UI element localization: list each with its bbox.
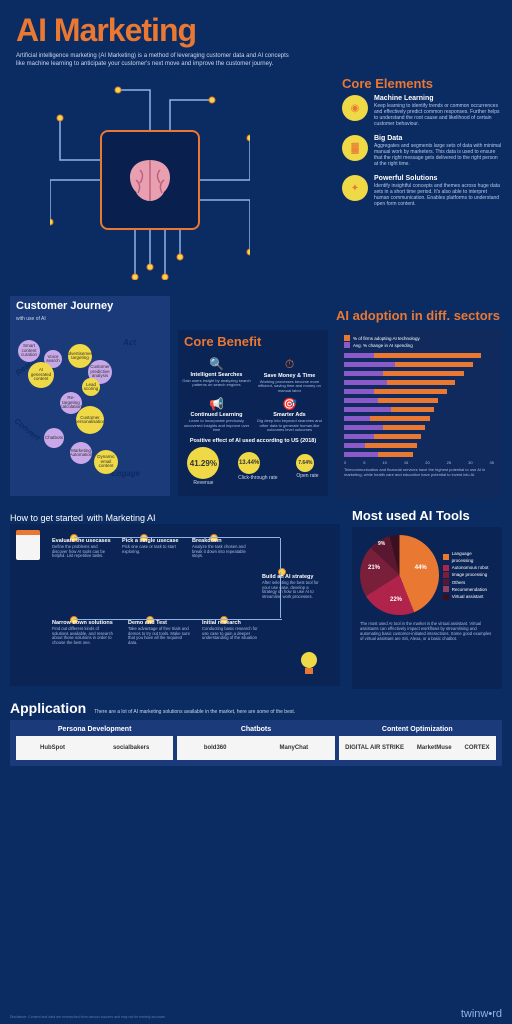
chip-diagram [50,80,250,280]
bar-row [344,361,494,368]
cj-stage-act: Act [123,338,136,347]
stat-circle: 41.29%Revenue [187,447,219,486]
cb-icon: 📢 [182,397,251,411]
howto-step: Narrow down solutionsFind out different … [52,620,114,645]
app-logos: HubSpotsocialbakers [16,736,173,760]
clipboard-icon [16,530,40,560]
cj-title: Customer Journey [10,296,170,316]
cb-item: ⏱Save Money & TimeWorking processes beco… [255,357,324,393]
cj-bubble: Dynamic email content [94,450,118,474]
ce-item-title: Machine Learning [374,95,502,102]
cj-stage-convert: Convert [13,416,42,442]
core-element-item: ✦ Powerful SolutionsIdentify insightful c… [342,175,502,207]
cb-item: 📢Continued LearningLearn to incorporate … [182,397,251,432]
cb-item: 🔍Intelligent SearchesGain users insight … [182,357,251,393]
ce-item-title: Powerful Solutions [374,175,502,182]
core-elements-title: Core Elements [342,76,502,91]
ce-item-desc: Identify insightful concepts and themes … [374,183,502,207]
bar-row [344,406,494,413]
bar-row [344,388,494,395]
howto-step: Build an AI strategyAfter selecting the … [262,574,324,599]
cb-positive-title: Positive effect of AI used according to … [178,438,328,444]
cj-bubble: Lead scoring [82,378,100,396]
tools-section: Most used AI Tools 44% 22% 21% 9% Langua… [352,508,502,689]
app-logos: DIGITAL AIR STRIKEMarketMuseCORTEX [339,736,496,760]
core-element-item: ▓ Big DataAggregates and segments large s… [342,135,502,167]
stat-circle: 7.64%Open rate [296,454,318,479]
app-column: Chatbotsbold360ManyChat [177,726,334,760]
cj-bubble: AI generated content [28,362,54,388]
app-column: Content OptimizationDIGITAL AIR STRIKEMa… [339,726,496,760]
footer: Disclaimer: Content and data are researc… [10,1008,502,1020]
cb-item: 🎯Smarter AdsDig deep into keyword search… [255,397,324,432]
tool-legend-item: Image processing [443,571,494,578]
howto-title: How to get started with Marketing AI [10,508,340,524]
cb-icon: 🔍 [182,357,251,371]
bar-row [344,451,494,458]
howto-step: Demo and TestTake advantage of free tria… [128,620,190,645]
cb-title: Core Benefit [178,330,328,349]
tool-legend-item: Others [443,579,494,586]
tools-note: The most used AI tool in the market is t… [360,621,494,641]
intro-text: Artificial intelligence marketing (AI Ma… [16,53,296,69]
tools-title: Most used AI Tools [352,508,502,523]
core-benefit-section: Core Benefit 🔍Intelligent SearchesGain u… [178,330,328,496]
howto-step: Initial researchConducting basic researc… [202,620,264,641]
core-elements-section: Core Elements ◉ Machine LearningKeep lear… [342,76,502,215]
bar-row [344,352,494,359]
adopt-title: AI adoption in diff. sectors [336,308,502,323]
tool-legend-item: Virtual assistant [443,593,494,600]
tool-legend-item: Language processing [443,550,494,564]
howto-section: How to get started with Marketing AI Eva… [10,508,340,686]
disclaimer: Disclaimer: Content and data are researc… [10,1016,166,1020]
core-element-item: ◉ Machine LearningKeep learning to identi… [342,95,502,127]
chip-icon [100,130,200,230]
adoption-section: AI adoption in diff. sectors % of firms … [336,308,502,496]
cj-bubble: Customer personalisation [76,406,104,434]
ce-icon: ✦ [342,175,368,201]
cj-bubble: Chatbots [44,428,64,448]
ce-item-desc: Keep learning to identify trends or comm… [374,103,502,127]
cb-icon: ⏱ [255,357,324,372]
tool-legend-item: Autonomous robot [443,564,494,571]
bar-row [344,424,494,431]
howto-step: BreakdownAnalyze the task chosen and bre… [192,538,254,559]
bar-row [344,379,494,386]
bar-row [344,397,494,404]
brain-icon [120,155,180,205]
ce-icon: ◉ [342,95,368,121]
app-logos: bold360ManyChat [177,736,334,760]
application-section: Application There are a lot of AI market… [10,700,502,766]
howto-step: Evaluate the usecasesDefine the problems… [52,538,114,559]
cj-bubble: Advertisement targeting [68,344,92,368]
pie-chart: 44% 22% 21% 9% [360,535,439,615]
cj-stage-engage: Engage [111,469,140,478]
stat-circle: 13.44%Click-through rate [238,452,277,481]
bar-row [344,433,494,440]
page-title: AI Marketing [16,12,496,49]
customer-journey-section: Customer Journey with use of AI Reach Ac… [10,296,170,496]
cj-bubble: Marketing Automation [70,442,92,464]
cj-bubble: Smart content curation [18,340,40,362]
app-title: Application [10,700,86,716]
ce-item-desc: Aggregates and segments large sets of da… [374,143,502,167]
bar-row [344,442,494,449]
ce-icon: ▓ [342,135,368,161]
cb-icon: 🎯 [255,397,324,411]
ce-item-title: Big Data [374,135,502,142]
howto-step: Pick a single usecasePick one case or ta… [122,538,184,554]
lightbulb-icon [298,650,320,678]
app-sub: There are a lot of AI marketing solution… [94,709,295,715]
adopt-note: Telecommunication and financial services… [344,468,494,478]
legend-item: Avg. % change in AI spending [344,342,494,348]
app-column: Persona DevelopmentHubSpotsocialbakers [16,726,173,760]
bar-row [344,415,494,422]
legend-item: % of firms adopting AI technology [344,335,494,341]
tool-legend-item: Recommendation [443,586,494,593]
brand-logo: twinw•rd [461,1008,502,1020]
bar-row [344,370,494,377]
